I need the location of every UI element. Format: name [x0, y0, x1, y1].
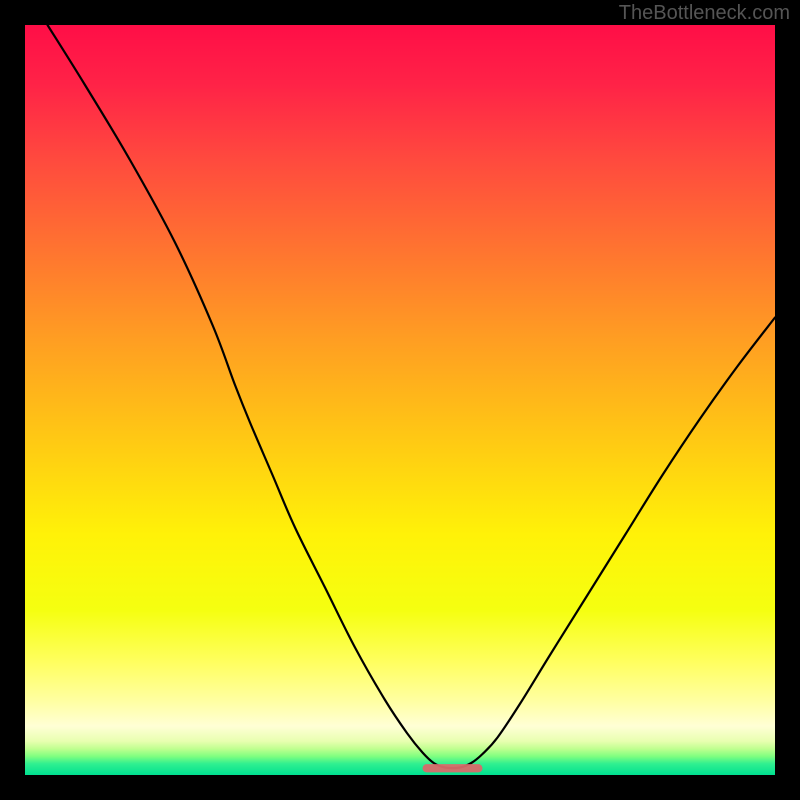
watermark-text: TheBottleneck.com: [619, 2, 790, 25]
chart-background: [25, 25, 775, 775]
chart-container: TheBottleneck.com: [0, 0, 800, 800]
valley-marker: [423, 764, 483, 772]
chart-svg: [25, 25, 775, 775]
plot-area: [25, 25, 775, 775]
